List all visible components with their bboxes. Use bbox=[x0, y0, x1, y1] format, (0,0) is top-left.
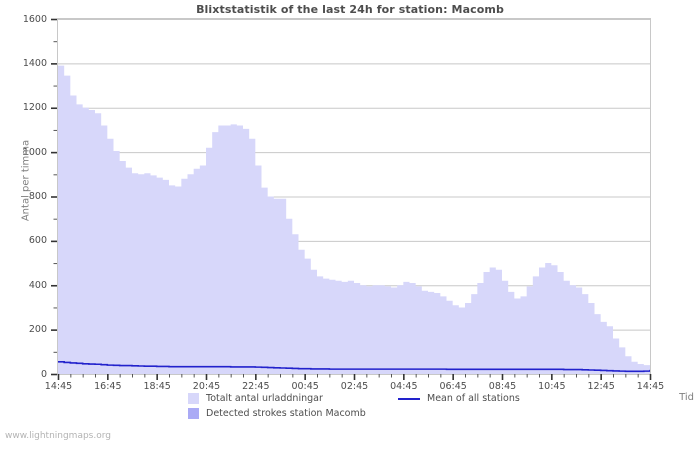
legend-item-total: Totalt antal urladdningar bbox=[188, 393, 323, 404]
x-axis-title: Tid bbox=[679, 392, 694, 403]
y-tick-label: 400 bbox=[28, 279, 47, 291]
x-tick-label: 22:45 bbox=[242, 381, 270, 392]
x-tick-label: 14:45 bbox=[44, 381, 73, 392]
series-layer bbox=[58, 65, 650, 374]
x-tick-label: 18:45 bbox=[143, 381, 171, 392]
x-tick-label: 06:45 bbox=[439, 381, 467, 392]
y-axis-title: Antal per timma bbox=[20, 139, 32, 222]
y-tick-label: 1200 bbox=[22, 102, 47, 114]
legend-label-total: Totalt antal urladdningar bbox=[206, 393, 323, 404]
legend-item-station: Detected strokes station Macomb bbox=[188, 408, 366, 419]
x-tick-label: 14:45 bbox=[636, 381, 665, 392]
y-tick-label: 0 bbox=[40, 368, 47, 380]
legend-swatch-station-icon bbox=[188, 408, 199, 419]
y-tick-label: 1400 bbox=[22, 57, 47, 69]
legend-item-mean: Mean of all stations bbox=[398, 393, 520, 404]
page-title: Blixtstatistik of the last 24h for stati… bbox=[196, 3, 504, 16]
x-tick-label: 02:45 bbox=[340, 381, 369, 392]
plot-area bbox=[57, 18, 651, 375]
x-tick-label: 10:45 bbox=[538, 381, 566, 392]
legend-label-station: Detected strokes station Macomb bbox=[206, 408, 366, 419]
y-tick-label: 1000 bbox=[22, 146, 47, 158]
x-tick-label: 00:45 bbox=[291, 381, 319, 392]
x-tick-label: 12:45 bbox=[587, 381, 615, 392]
x-tick-label: 20:45 bbox=[192, 381, 221, 392]
x-tick-label: 08:45 bbox=[488, 381, 517, 392]
series-3 bbox=[58, 361, 650, 373]
x-tick-label: 16:45 bbox=[94, 381, 122, 392]
series-1 bbox=[58, 65, 650, 374]
y-tick-label: 600 bbox=[28, 235, 47, 247]
chart-plot-svg bbox=[58, 19, 650, 374]
y-tick-label: 1600 bbox=[22, 13, 47, 25]
chart-legend: Totalt antal urladdningar Detected strok… bbox=[0, 392, 700, 428]
x-tick-label: 04:45 bbox=[390, 381, 418, 392]
y-tick-label: 200 bbox=[28, 324, 47, 336]
footer-url: www.lightningmaps.org bbox=[5, 431, 111, 441]
legend-swatch-total-icon bbox=[188, 393, 199, 404]
legend-label-mean: Mean of all stations bbox=[427, 393, 520, 404]
y-tick-label: 800 bbox=[28, 191, 47, 202]
legend-line-mean-icon bbox=[398, 397, 420, 400]
